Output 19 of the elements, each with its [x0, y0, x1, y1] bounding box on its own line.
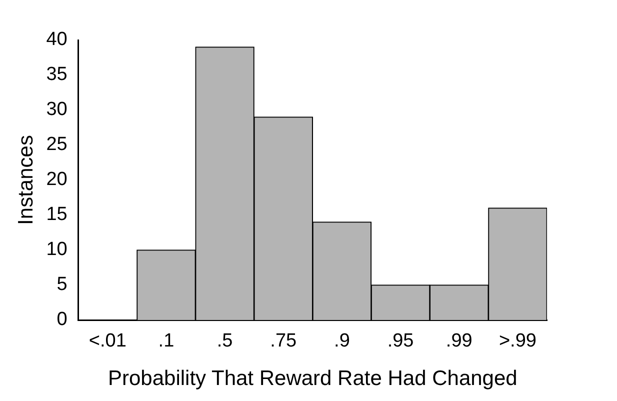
y-tick-label: 20 [46, 169, 68, 190]
y-axis-title: Instances [14, 135, 38, 225]
y-tick-label: 35 [46, 64, 68, 86]
x-tick-label: >.99 [498, 330, 536, 352]
x-tick-label: <.01 [88, 330, 126, 352]
y-tick-label: 0 [56, 309, 68, 330]
y-tick-label: 15 [46, 204, 68, 226]
x-tick-label: .9 [334, 330, 350, 352]
y-tick-label: 25 [46, 134, 68, 156]
x-axis-title: Probability That Reward Rate Had Changed [108, 367, 518, 390]
x-tick-label: .1 [158, 330, 174, 352]
y-tick-label: 5 [56, 274, 68, 296]
x-tick-label: .99 [446, 330, 472, 352]
x-tick-label: .95 [387, 330, 414, 352]
x-tick-label: .75 [270, 330, 297, 352]
y-tick-label: 30 [46, 99, 68, 120]
y-tick-label: 10 [46, 239, 68, 260]
y-tick-label: 40 [46, 29, 68, 50]
x-tick-label: .5 [216, 330, 233, 352]
